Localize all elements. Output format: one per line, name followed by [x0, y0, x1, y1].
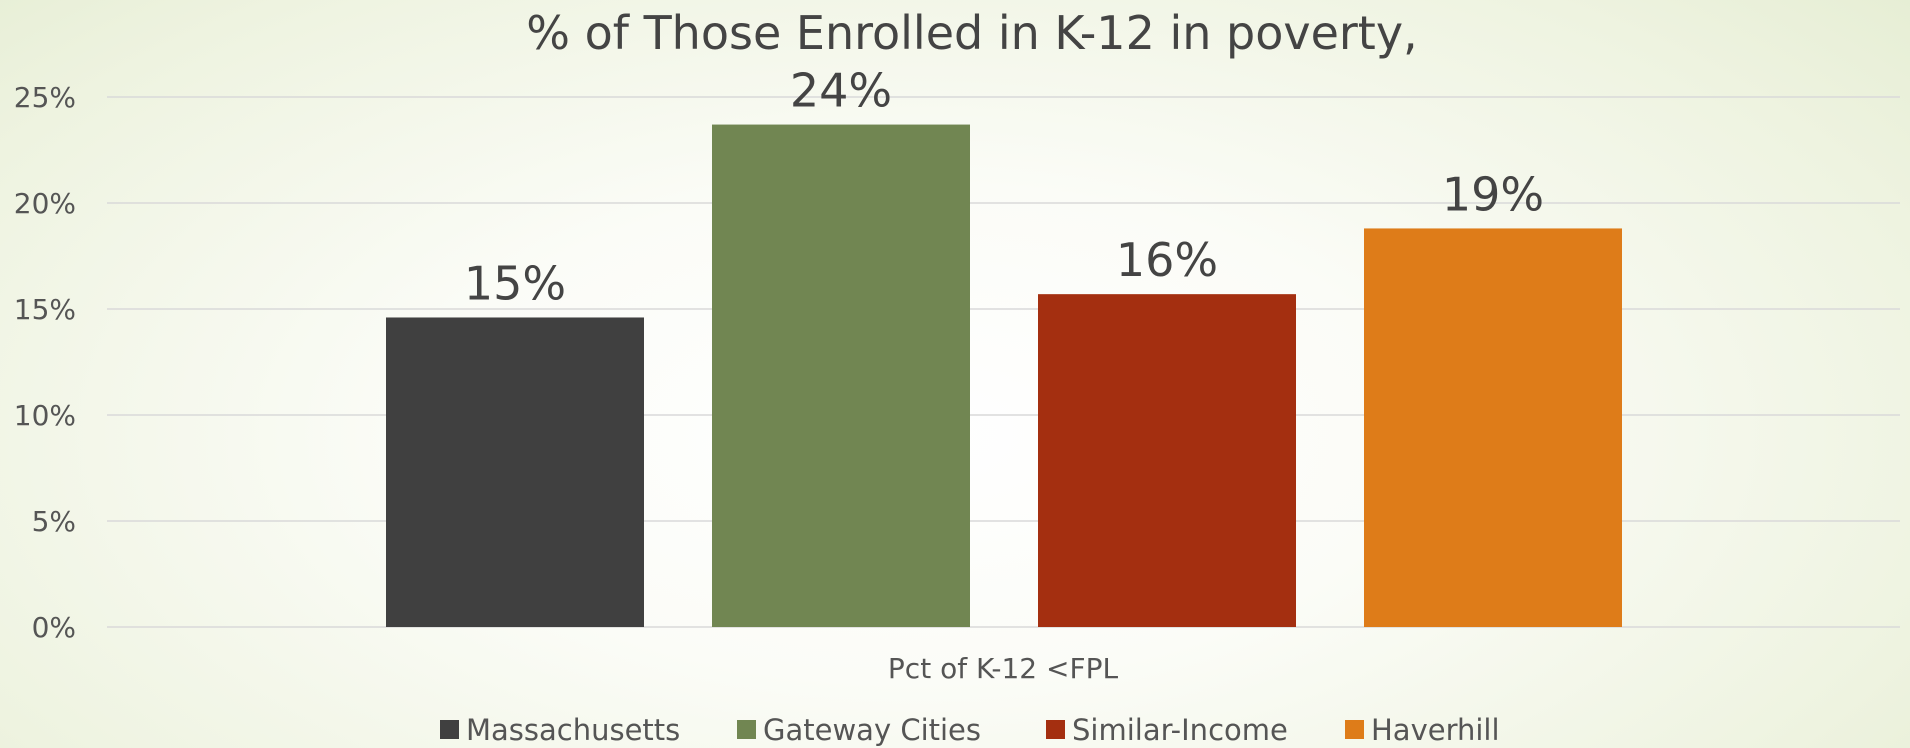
x-axis-category-label: Pct of K-12 <FPL	[888, 652, 1119, 685]
bar-haverhill	[1364, 228, 1622, 627]
y-tick-label: 0%	[32, 611, 76, 644]
y-tick-label: 15%	[14, 293, 76, 326]
legend-label: Similar-Income	[1072, 713, 1288, 747]
bar-gateway-cities	[712, 124, 970, 627]
data-label: 15%	[464, 256, 566, 310]
legend-item-massachusetts: Massachusetts	[440, 713, 680, 747]
legend-swatch	[440, 720, 459, 739]
legend-label: Haverhill	[1371, 713, 1500, 747]
gridlines	[107, 96, 1900, 628]
legend-label: Gateway Cities	[763, 713, 981, 747]
legend: Massachusetts Gateway Cities Similar-Incom…	[440, 713, 1500, 747]
bar-similar-income	[1038, 294, 1296, 627]
chart-title: % of Those Enrolled in K-12 in poverty,	[526, 6, 1417, 60]
legend-swatch	[1345, 720, 1364, 739]
data-labels: 15% 24% 16% 19%	[464, 64, 1544, 311]
legend-swatch	[737, 720, 756, 739]
bars	[386, 124, 1622, 627]
legend-item-haverhill: Haverhill	[1345, 713, 1500, 747]
legend-item-similar-income: Similar-Income	[1046, 713, 1288, 747]
y-tick-label: 5%	[32, 505, 76, 538]
y-tick-label: 20%	[14, 187, 76, 220]
legend-item-gateway-cities: Gateway Cities	[737, 713, 981, 747]
legend-label: Massachusetts	[466, 713, 680, 747]
data-label: 24%	[790, 64, 892, 118]
data-label: 19%	[1442, 167, 1544, 221]
y-tick-label: 25%	[14, 81, 76, 114]
bar-massachusetts	[386, 317, 644, 627]
legend-swatch	[1046, 720, 1065, 739]
y-tick-label: 10%	[14, 399, 76, 432]
data-label: 16%	[1116, 233, 1218, 287]
y-axis-ticks: 0% 5% 10% 15% 20% 25%	[14, 81, 76, 644]
